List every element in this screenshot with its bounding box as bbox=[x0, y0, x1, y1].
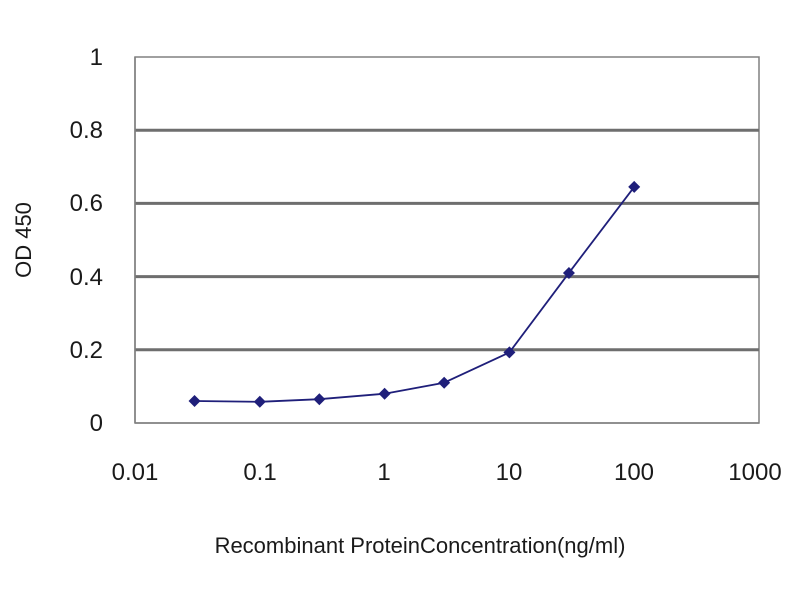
y-tick-label: 0.4 bbox=[70, 264, 103, 291]
x-tick-label: 1000 bbox=[728, 459, 781, 486]
series-line bbox=[194, 186, 635, 403]
y-tick-label: 0.2 bbox=[70, 337, 103, 364]
x-tick-labels: 0.01 0.1 1 10 100 1000 bbox=[112, 459, 782, 486]
x-axis-title: Recombinant ProteinConcentration(ng/ml) bbox=[215, 533, 626, 558]
axes bbox=[134, 57, 759, 424]
x-tick-label: 100 bbox=[614, 459, 654, 486]
y-tick-label: 0.6 bbox=[70, 190, 103, 217]
series-layer bbox=[188, 180, 641, 408]
data-point bbox=[503, 346, 516, 359]
data-point bbox=[188, 395, 201, 408]
data-point bbox=[378, 387, 391, 400]
plot-area bbox=[134, 56, 760, 424]
x-tick-label: 10 bbox=[496, 459, 523, 486]
grid-lines bbox=[135, 128, 759, 352]
data-point bbox=[313, 393, 326, 406]
x-tick-label: 0.01 bbox=[112, 459, 159, 486]
data-point bbox=[628, 180, 641, 193]
x-tick-label: 0.1 bbox=[243, 459, 276, 486]
data-point bbox=[438, 376, 451, 389]
y-tick-label: 1 bbox=[90, 44, 103, 71]
y-tick-label: 0.8 bbox=[70, 117, 103, 144]
x-tick-label: 1 bbox=[377, 459, 390, 486]
y-tick-labels: 0 0.2 0.4 0.6 0.8 1 bbox=[70, 44, 103, 437]
y-axis-title: OD 450 bbox=[11, 202, 36, 278]
data-point bbox=[562, 266, 575, 279]
data-point bbox=[253, 395, 266, 408]
y-tick-label: 0 bbox=[90, 410, 103, 437]
